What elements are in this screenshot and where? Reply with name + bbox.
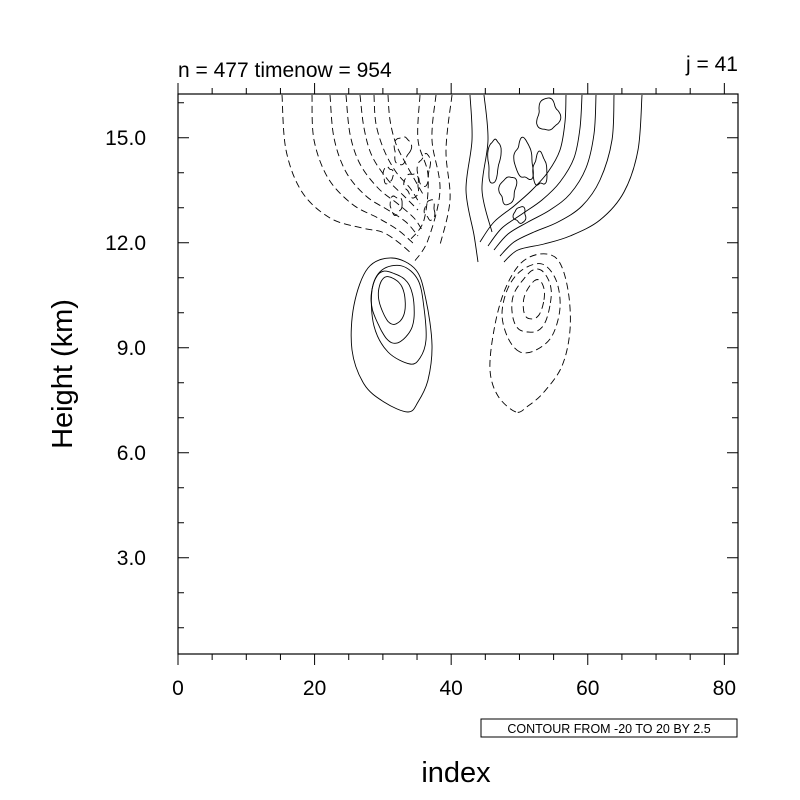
x-tick-label: 80 xyxy=(713,677,736,700)
contour-upper-center-neg-2 xyxy=(409,94,429,241)
contour-upper-left-blob-4 xyxy=(382,166,394,185)
contour-upper-right-blob-5 xyxy=(487,138,502,184)
contour-upper-left-blob-2 xyxy=(389,195,403,217)
axis-ticks xyxy=(177,83,738,665)
contour-upper-right-0 xyxy=(503,94,643,263)
contour-upper-left-2 xyxy=(329,94,419,237)
contour-upper-left-blob-0 xyxy=(393,136,413,166)
y-axis-label: Height (km) xyxy=(47,299,79,449)
y-tick-label: 6.0 xyxy=(117,442,146,465)
contour-upper-right-blob-2 xyxy=(498,176,518,206)
y-tick-label: 15.0 xyxy=(105,127,146,150)
y-tick-label: 9.0 xyxy=(117,337,146,360)
contour-upper-center-neg-1 xyxy=(439,94,453,246)
plot-frame xyxy=(177,93,739,655)
contour-upper-left-blob-3 xyxy=(416,153,431,187)
contour-upper-right-6 xyxy=(481,94,493,233)
y-tick-label: 3.0 xyxy=(117,547,146,570)
contour-lower-left-2 xyxy=(370,270,415,344)
contour-upper-right-blob-1 xyxy=(513,136,534,180)
title-left: n = 477 timenow = 954 xyxy=(178,59,392,82)
contour-lower-right-2 xyxy=(511,268,552,333)
x-tick-label: 20 xyxy=(303,677,326,700)
contour-upper-right-1 xyxy=(499,94,615,257)
contour-upper-right-blob-0 xyxy=(536,97,562,131)
contour-lines xyxy=(281,94,643,413)
contour-upper-right-blob-4 xyxy=(512,206,527,224)
contour-lower-right-3 xyxy=(522,279,545,320)
contour-upper-right-4 xyxy=(479,94,567,243)
axis-tick-labels: 0 20 40 60 80 3.0 6.0 9.0 12.0 15.0 xyxy=(105,127,736,700)
x-axis-label: index xyxy=(421,757,491,789)
contour-lower-left-0 xyxy=(350,257,433,413)
contour-upper-left-3 xyxy=(345,94,423,231)
contour-lower-left-1 xyxy=(370,264,427,365)
contour-upper-left-5 xyxy=(373,94,421,205)
contour-upper-right-blob-3 xyxy=(532,150,548,186)
contour-upper-center-neg-0 xyxy=(413,94,441,263)
contour-lower-right-1 xyxy=(501,263,561,354)
contour-upper-left-blob-5 xyxy=(423,199,436,221)
contour-upper-right-5 xyxy=(465,94,479,263)
info-label-box xyxy=(480,718,738,738)
contour-upper-right-3 xyxy=(487,94,583,247)
contour-upper-left-6 xyxy=(387,94,425,197)
contour-lower-left-3 xyxy=(377,276,406,325)
contour-upper-left-1 xyxy=(311,94,415,245)
info-label: CONTOUR FROM -20 TO 20 BY 2.5 xyxy=(507,722,710,736)
contour-upper-left-blob-1 xyxy=(403,173,419,199)
contour-upper-left-0 xyxy=(281,94,413,255)
x-tick-label: 40 xyxy=(439,677,462,700)
contour-upper-right-2 xyxy=(493,94,597,251)
title-right: j = 41 xyxy=(685,53,738,76)
x-tick-label: 0 xyxy=(172,677,184,700)
y-tick-label: 12.0 xyxy=(105,232,146,255)
contour-upper-left-4 xyxy=(359,94,419,211)
contour-lower-right-0 xyxy=(489,253,571,413)
x-tick-label: 60 xyxy=(576,677,599,700)
